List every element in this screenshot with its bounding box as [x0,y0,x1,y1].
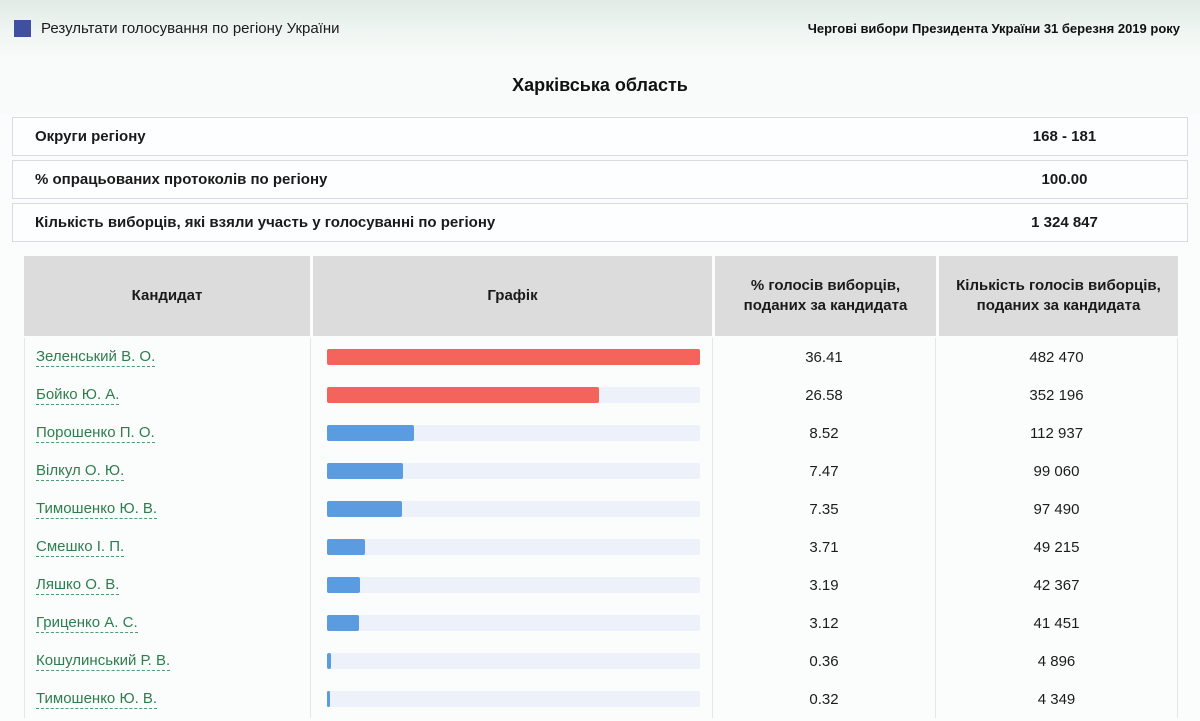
column-header-percent: % голосів виборців, поданих за кандидата [715,256,936,336]
bar-track [327,615,700,631]
bar-track [327,425,700,441]
bar-fill [327,425,415,441]
bar-track [327,653,700,669]
votes-value: 4 349 [936,680,1178,718]
info-row-label: Кількість виборців, які взяли участь у г… [35,214,496,231]
region-title: Харківська область [512,74,688,95]
table-row: Гриценко А. С. 3.12 41 451 [24,604,1178,642]
percent-value: 0.32 [713,680,936,718]
column-header-graph: Графік [313,256,712,336]
bar-cell [311,680,713,718]
bar-cell [311,566,713,604]
info-row-value: 1 324 847 [1031,214,1098,231]
table-row: Порошенко П. О. 8.52 112 937 [24,414,1178,452]
bar-track [327,691,700,707]
votes-value: 97 490 [936,490,1178,528]
column-header-candidate: Кандидат [24,256,310,336]
votes-value: 482 470 [936,338,1178,376]
percent-value: 8.52 [713,414,936,452]
info-row-label: Округи регіону [35,128,146,145]
candidate-link[interactable]: Тимошенко Ю. В. [36,499,158,519]
candidate-link[interactable]: Ляшко О. В. [36,575,120,595]
candidate-link[interactable]: Бойко Ю. А. [36,385,120,405]
table-row: Зеленський В. О. 36.41 482 470 [24,338,1178,376]
table-row: Тимошенко Ю. В. 0.32 4 349 [24,680,1178,718]
bar-fill [327,501,403,517]
results-table-body: Зеленський В. О. 36.41 482 470 Бойко Ю. А. 2… [24,338,1178,718]
percent-value: 36.41 [713,338,936,376]
bar-track [327,387,700,403]
candidate-link[interactable]: Смешко І. П. [36,537,125,557]
bar-cell [311,414,713,452]
info-row-label: % опрацьованих протоколів по регіону [35,171,328,188]
info-row-value: 168 - 181 [1032,128,1097,145]
votes-value: 99 060 [936,452,1178,490]
bar-cell [311,528,713,566]
candidate-link[interactable]: Гриценко А. С. [36,613,138,633]
table-row: Смешко І. П. 3.71 49 215 [24,528,1178,566]
percent-value: 3.71 [713,528,936,566]
percent-value: 26.58 [713,376,936,414]
election-name: Чергові вибори Президента України 31 бер… [807,20,1180,36]
table-row: Тимошенко Ю. В. 7.35 97 490 [24,490,1178,528]
table-row: Бойко Ю. А. 26.58 352 196 [24,376,1178,414]
region-info: Округи регіону 168 - 181 % опрацьованих … [0,114,1200,242]
bar-cell [311,338,713,376]
bar-cell [311,604,713,642]
results-table-header: Кандидат Графік % голосів виборців, пода… [24,256,1178,336]
table-row: Кошулинський Р. В. 0.36 4 896 [24,642,1178,680]
candidate-link[interactable]: Порошенко П. О. [36,423,155,443]
bar-fill [327,387,600,403]
bar-fill [327,653,331,669]
bar-cell [311,642,713,680]
votes-value: 49 215 [936,528,1178,566]
table-row: Вілкул О. Ю. 7.47 99 060 [24,452,1178,490]
results-table: Кандидат Графік % голосів виборців, пода… [24,256,1178,718]
bar-cell [311,452,713,490]
title-band: Харківська область [0,56,1200,114]
header-title: Результати голосування по регіону Україн… [41,19,340,37]
votes-value: 112 937 [936,414,1178,452]
bar-fill [327,463,404,479]
votes-value: 41 451 [936,604,1178,642]
info-row-districts: Округи регіону 168 - 181 [12,117,1188,156]
brand: Результати голосування по регіону Україн… [14,19,340,37]
candidate-link[interactable]: Вілкул О. Ю. [36,461,125,481]
bar-track [327,577,700,593]
brand-square-icon [14,19,31,37]
bar-track [327,463,700,479]
percent-value: 0.36 [713,642,936,680]
bar-fill [327,349,700,365]
table-row: Ляшко О. В. 3.19 42 367 [24,566,1178,604]
bar-fill [327,691,331,707]
percent-value: 7.35 [713,490,936,528]
bar-cell [311,376,713,414]
info-row-value: 100.00 [1041,171,1088,188]
bar-track [327,539,700,555]
percent-value: 7.47 [713,452,936,490]
votes-value: 352 196 [936,376,1178,414]
votes-value: 4 896 [936,642,1178,680]
bar-fill [327,615,360,631]
top-header: Результати голосування по регіону Україн… [0,0,1200,56]
column-header-votes: Кількість голосів виборців, поданих за к… [939,256,1178,336]
bar-track [327,501,700,517]
bar-track [327,349,700,365]
bar-fill [327,577,360,593]
percent-value: 3.19 [713,566,936,604]
info-row-protocols: % опрацьованих протоколів по регіону 100… [12,160,1188,199]
bar-fill [327,539,366,555]
votes-value: 42 367 [936,566,1178,604]
info-row-voters: Кількість виборців, які взяли участь у г… [12,203,1188,242]
bar-cell [311,490,713,528]
candidate-link[interactable]: Тимошенко Ю. В. [36,689,158,709]
candidate-link[interactable]: Зеленський В. О. [36,347,156,367]
candidate-link[interactable]: Кошулинський Р. В. [36,651,171,671]
percent-value: 3.12 [713,604,936,642]
